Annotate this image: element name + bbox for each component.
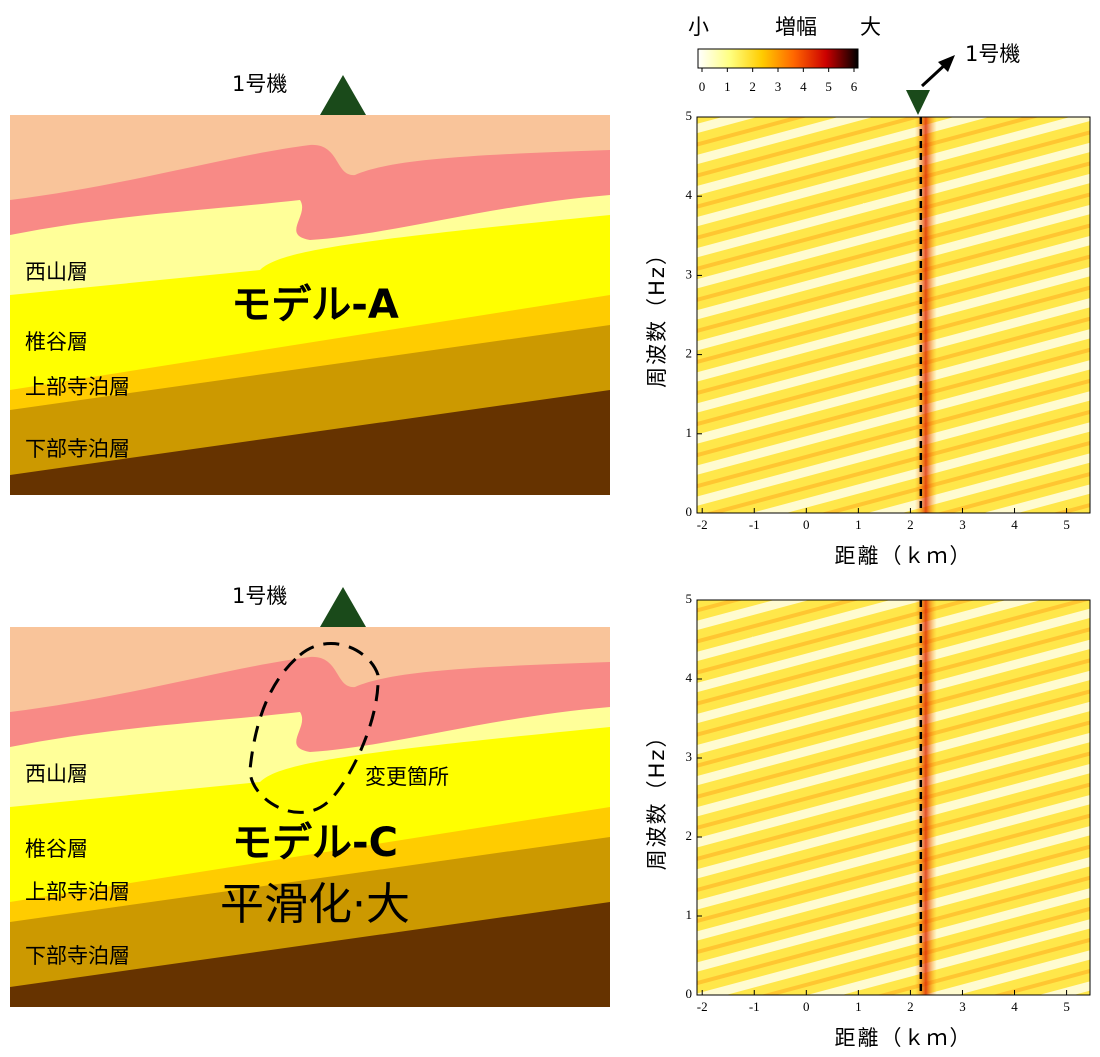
colorbar-tick-label: 4	[800, 79, 807, 94]
heatmap	[697, 117, 1090, 513]
y-tick-label: 2	[686, 828, 693, 843]
heatmap-band	[915, 117, 937, 513]
colorbar-tick-label: 3	[775, 79, 782, 94]
model-subtitle: 平滑化·大	[220, 879, 410, 930]
x-tick-label: 3	[959, 999, 966, 1014]
heatmap-band	[915, 600, 937, 995]
colorbar-label: 大	[860, 15, 881, 39]
colorbar-label: 小	[688, 15, 709, 39]
layer-label: 下部寺泊層	[25, 944, 130, 968]
model-title: モデル-A	[231, 282, 399, 328]
station-label: 1号機	[232, 72, 287, 96]
y-tick-label: 4	[686, 187, 693, 202]
y-tick-label: 3	[686, 749, 693, 764]
y-tick-label: 0	[686, 504, 693, 519]
y-tick-label: 4	[686, 670, 693, 685]
y-tick-label: 1	[686, 425, 693, 440]
y-axis-label: 周波数（Hz）	[645, 725, 669, 871]
station-marker	[906, 90, 930, 115]
layer-label: 西山層	[25, 260, 88, 284]
x-tick-label: 2	[907, 517, 914, 532]
colorbar-label: 増幅	[775, 15, 817, 39]
colorbar	[698, 49, 858, 68]
x-tick-label: -2	[697, 999, 708, 1014]
colorbar-tick-label: 5	[825, 79, 832, 94]
annotation: 変更箇所	[365, 765, 449, 789]
x-tick-label: 1	[855, 999, 862, 1014]
colorbar-tick-label: 6	[851, 79, 858, 94]
y-tick-label: 0	[686, 986, 693, 1001]
y-tick-label: 5	[686, 108, 693, 123]
x-tick-label: -1	[749, 517, 760, 532]
station-label: 1号機	[965, 42, 1020, 66]
model-title: モデル-C	[232, 820, 398, 866]
x-tick-label: 3	[959, 517, 966, 532]
x-tick-label: 0	[803, 999, 810, 1014]
y-tick-label: 3	[686, 266, 693, 281]
x-axis-label: 距離（ｋｍ）	[835, 1026, 973, 1050]
layer-label: 上部寺泊層	[25, 375, 130, 399]
y-tick-label: 1	[686, 907, 693, 922]
x-tick-label: 2	[907, 999, 914, 1014]
x-axis-label: 距離（ｋｍ）	[835, 544, 973, 568]
layer-label: 下部寺泊層	[25, 437, 130, 461]
x-tick-label: 4	[1011, 517, 1018, 532]
heatmap	[697, 600, 1090, 995]
figure: 1号機西山層椎谷層上部寺泊層下部寺泊層モデル-A1号機西山層椎谷層上部寺泊層下部…	[0, 0, 1100, 1057]
layer-label: 椎谷層	[25, 837, 88, 861]
x-tick-label: 5	[1063, 999, 1070, 1014]
x-tick-label: 0	[803, 517, 810, 532]
y-tick-label: 5	[686, 591, 693, 606]
x-tick-label: 1	[855, 517, 862, 532]
colorbar-tick-label: 0	[699, 79, 706, 94]
colorbar-tick-label: 2	[749, 79, 756, 94]
x-tick-label: 5	[1063, 517, 1070, 532]
layer-label: 椎谷層	[25, 330, 88, 354]
y-tick-label: 2	[686, 346, 693, 361]
station-label: 1号機	[232, 584, 287, 608]
station-marker	[320, 75, 366, 115]
layer-label: 上部寺泊層	[25, 880, 130, 904]
x-tick-label: -1	[749, 999, 760, 1014]
x-tick-label: 4	[1011, 999, 1018, 1014]
y-axis-label: 周波数（Hz）	[645, 242, 669, 388]
x-tick-label: -2	[697, 517, 708, 532]
layer-label: 西山層	[25, 762, 88, 786]
colorbar-tick-label: 1	[724, 79, 731, 94]
station-marker	[320, 587, 366, 627]
